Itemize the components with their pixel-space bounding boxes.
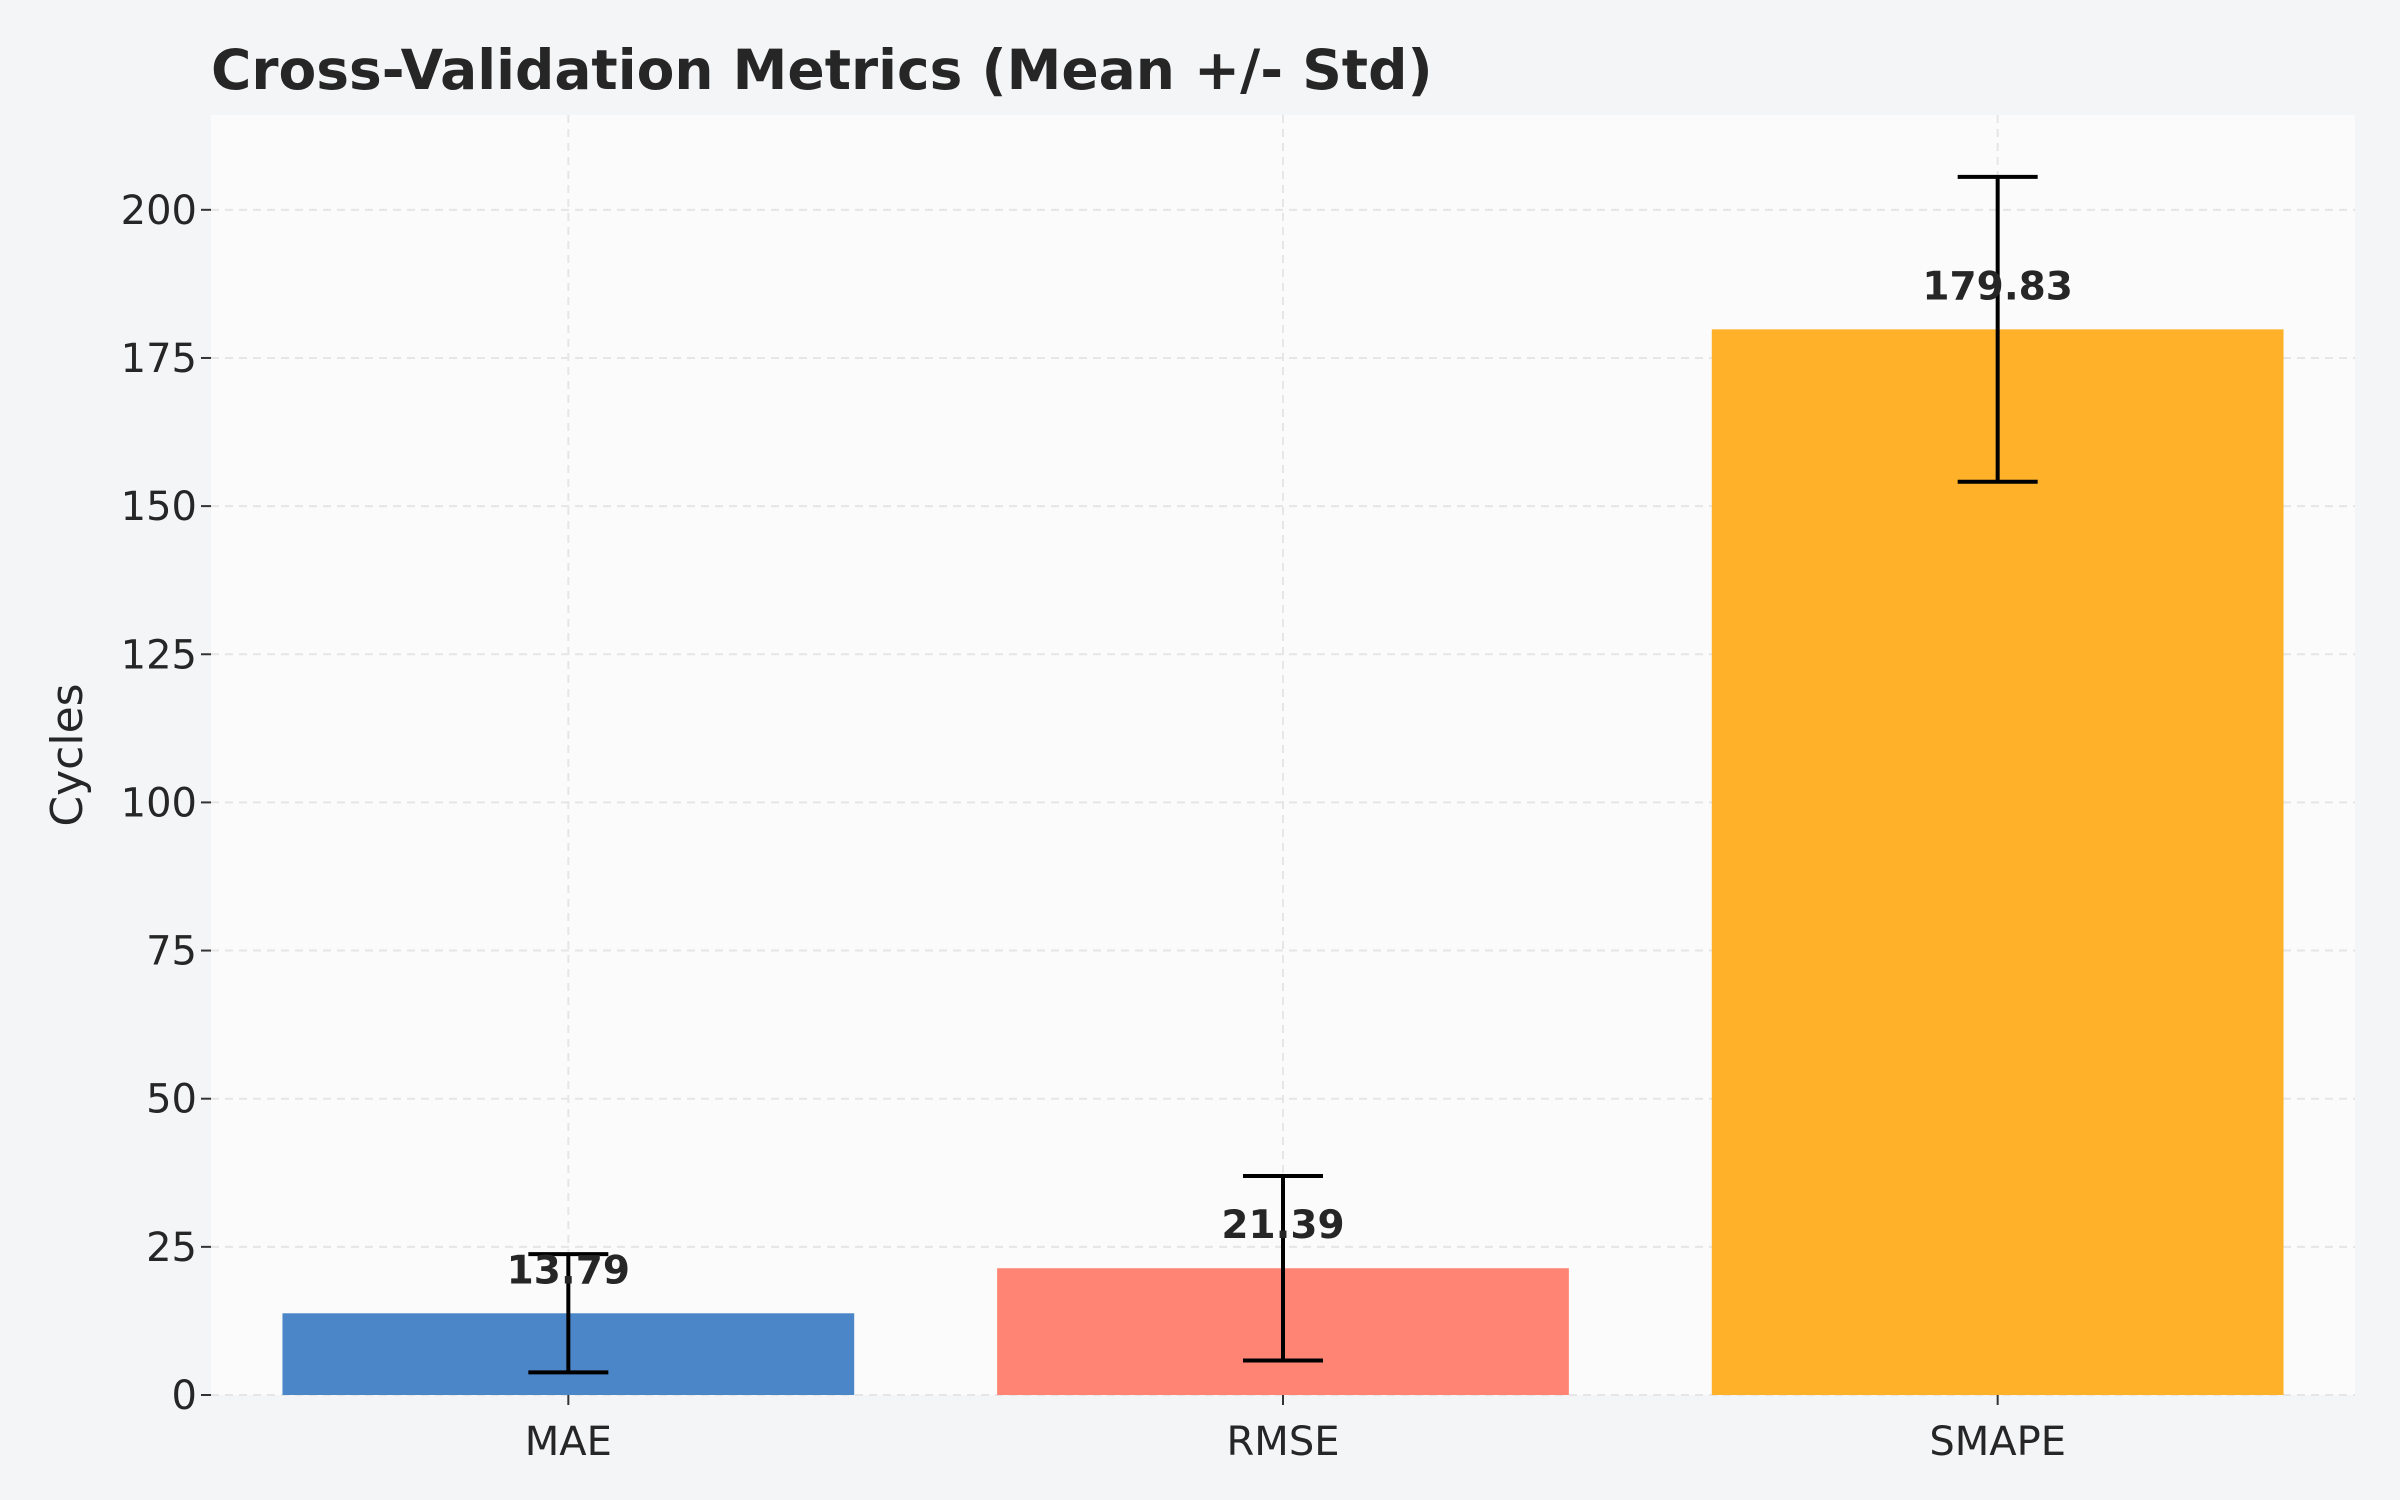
chart-title: Cross-Validation Metrics (Mean +/- Std): [211, 38, 1433, 102]
y-tick-label: 50: [146, 1077, 197, 1123]
value-label-rmse: 21.39: [1221, 1203, 1344, 1248]
y-tick-label: 0: [172, 1373, 197, 1419]
y-axis-ticks: 0 25 50 75 100 125 150 175 200: [121, 188, 211, 1419]
value-label-mae: 13.79: [507, 1248, 630, 1293]
x-tick-label-rmse: RMSE: [1227, 1419, 1340, 1465]
y-tick-label: 25: [146, 1225, 197, 1271]
y-tick-label: 100: [121, 780, 197, 826]
y-tick-label: 175: [121, 336, 197, 382]
x-tick-label-smape: SMAPE: [1929, 1419, 2066, 1465]
error-bars: [528, 174, 2038, 1375]
y-tick-label: 150: [121, 484, 197, 530]
bar-smape: [1711, 329, 2284, 1396]
x-axis-ticks: MAE RMSE SMAPE: [525, 1395, 2066, 1465]
value-labels: 13.79 21.39 179.83: [507, 264, 2073, 1293]
y-axis-label: Cycles: [42, 683, 93, 826]
y-tick-label: 75: [146, 929, 197, 975]
y-tick-label: 125: [121, 632, 197, 678]
value-label-smape: 179.83: [1922, 264, 2073, 309]
y-tick-label: 200: [121, 188, 197, 234]
x-tick-label-mae: MAE: [525, 1419, 612, 1465]
